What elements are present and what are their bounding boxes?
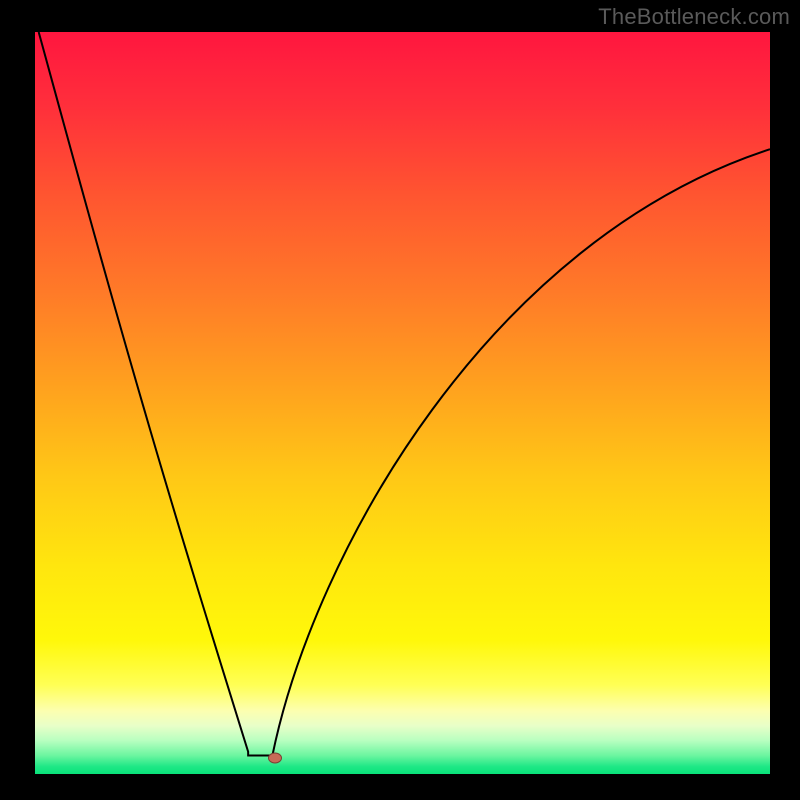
curve-path [39,32,770,755]
optimum-marker [268,752,282,763]
plot-area [35,32,770,774]
bottleneck-curve [35,32,770,774]
plot-frame [0,0,800,800]
watermark-text: TheBottleneck.com [598,4,790,30]
